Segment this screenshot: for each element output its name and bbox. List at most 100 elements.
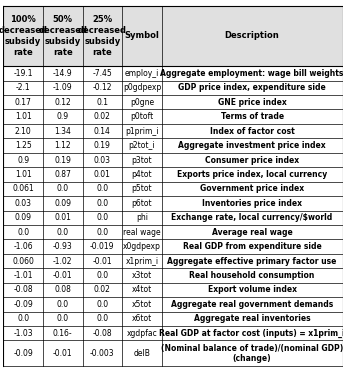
Text: 0.16-: 0.16-	[53, 329, 73, 338]
Text: 0.03: 0.03	[15, 199, 32, 208]
Text: Exchange rate, local currency/$world: Exchange rate, local currency/$world	[172, 213, 333, 222]
Text: xgdpfac: xgdpfac	[127, 329, 157, 338]
Text: -0.01: -0.01	[53, 349, 73, 358]
Bar	[3, 138, 343, 153]
Text: p3tot: p3tot	[131, 155, 152, 164]
Text: x0gdpexp: x0gdpexp	[123, 242, 161, 251]
Bar	[3, 167, 343, 182]
Text: 0.87: 0.87	[54, 170, 71, 179]
Text: 0.0: 0.0	[96, 300, 108, 309]
Text: p1prim_i: p1prim_i	[125, 126, 159, 136]
Text: -0.019: -0.019	[90, 242, 115, 251]
Bar	[3, 254, 343, 268]
Text: -0.01: -0.01	[53, 271, 73, 280]
Text: -19.1: -19.1	[13, 69, 33, 78]
Text: Aggregate real inventories: Aggregate real inventories	[194, 314, 310, 323]
Bar	[3, 283, 343, 297]
Text: 50%
decreased
subsidy
rate: 50% decreased subsidy rate	[38, 15, 87, 57]
Bar	[3, 340, 343, 366]
Text: p0gne: p0gne	[130, 98, 154, 107]
Text: Aggregate investment price index: Aggregate investment price index	[178, 141, 326, 150]
Bar	[3, 124, 343, 138]
Text: 0.19: 0.19	[94, 141, 111, 150]
Text: 0.0: 0.0	[96, 228, 108, 237]
Text: 1.01: 1.01	[15, 112, 31, 121]
Text: p4tot: p4tot	[131, 170, 152, 179]
Text: -1.01: -1.01	[13, 271, 33, 280]
Bar	[3, 182, 343, 196]
Text: 0.09: 0.09	[15, 213, 32, 222]
Text: 0.9: 0.9	[17, 155, 29, 164]
Text: -0.01: -0.01	[92, 257, 112, 266]
Text: x1prim_i: x1prim_i	[125, 257, 158, 266]
Text: -14.9: -14.9	[53, 69, 73, 78]
Text: -1.06: -1.06	[13, 242, 33, 251]
Text: 100%
decreased
subsidy
rate: 100% decreased subsidy rate	[0, 15, 48, 57]
Text: 0.12: 0.12	[54, 98, 71, 107]
Text: 0.0: 0.0	[57, 300, 69, 309]
Text: 0.01: 0.01	[94, 170, 111, 179]
Text: 0.0: 0.0	[57, 314, 69, 323]
Text: p6tot: p6tot	[131, 199, 152, 208]
Text: -2.1: -2.1	[16, 83, 30, 92]
Text: x4tot: x4tot	[132, 285, 152, 295]
Text: Aggregate real government demands: Aggregate real government demands	[171, 300, 333, 309]
Text: phi: phi	[136, 213, 148, 222]
Text: -7.45: -7.45	[92, 69, 112, 78]
Text: Description: Description	[225, 31, 280, 40]
Text: x3tot: x3tot	[132, 271, 152, 280]
Text: Consumer price index: Consumer price index	[205, 155, 299, 164]
Text: -0.12: -0.12	[93, 83, 112, 92]
Text: 0.01: 0.01	[54, 213, 71, 222]
Text: 0.02: 0.02	[94, 112, 111, 121]
Text: 0.061: 0.061	[12, 185, 34, 193]
Bar	[3, 326, 343, 340]
Text: -1.09: -1.09	[53, 83, 73, 92]
Bar	[3, 109, 343, 124]
Text: real wage: real wage	[123, 228, 161, 237]
Text: 0.17: 0.17	[15, 98, 32, 107]
Text: 1.34: 1.34	[54, 126, 71, 136]
Text: 0.0: 0.0	[17, 314, 29, 323]
Text: x6tot: x6tot	[132, 314, 152, 323]
Text: 0.1: 0.1	[96, 98, 108, 107]
Bar	[3, 6, 343, 66]
Bar	[3, 81, 343, 95]
Bar	[3, 240, 343, 254]
Text: -0.09: -0.09	[13, 300, 33, 309]
Text: GDP price index, expenditure side: GDP price index, expenditure side	[178, 83, 326, 92]
Text: Inventories price index: Inventories price index	[202, 199, 302, 208]
Text: p2tot_i: p2tot_i	[129, 141, 155, 150]
Text: employ_i: employ_i	[125, 69, 159, 78]
Text: 0.0: 0.0	[57, 185, 69, 193]
Text: GNE price index: GNE price index	[218, 98, 286, 107]
Text: 1.25: 1.25	[15, 141, 31, 150]
Text: 0.0: 0.0	[96, 185, 108, 193]
Text: 0.0: 0.0	[96, 314, 108, 323]
Text: -0.003: -0.003	[90, 349, 115, 358]
Text: Index of factor cost: Index of factor cost	[210, 126, 294, 136]
Text: delB: delB	[134, 349, 151, 358]
Text: Export volume index: Export volume index	[208, 285, 297, 295]
Text: p0toft: p0toft	[130, 112, 154, 121]
Text: -0.09: -0.09	[13, 349, 33, 358]
Bar	[3, 211, 343, 225]
Bar	[3, 297, 343, 312]
Text: 0.02: 0.02	[94, 285, 111, 295]
Text: 0.060: 0.060	[12, 257, 34, 266]
Text: 0.0: 0.0	[17, 228, 29, 237]
Bar	[3, 312, 343, 326]
Text: 0.03: 0.03	[94, 155, 111, 164]
Text: 1.12: 1.12	[54, 141, 71, 150]
Text: 0.14: 0.14	[94, 126, 111, 136]
Text: -0.08: -0.08	[92, 329, 112, 338]
Text: Real GDP at factor cost (inputs) = x1prim_i: Real GDP at factor cost (inputs) = x1pri…	[159, 329, 345, 338]
Text: 0.19: 0.19	[54, 155, 71, 164]
Text: p5tot: p5tot	[131, 185, 152, 193]
Bar	[3, 268, 343, 283]
Text: Real household consumption: Real household consumption	[189, 271, 315, 280]
Text: 0.09: 0.09	[54, 199, 71, 208]
Text: Terms of trade: Terms of trade	[220, 112, 284, 121]
Bar	[3, 225, 343, 240]
Bar	[3, 95, 343, 109]
